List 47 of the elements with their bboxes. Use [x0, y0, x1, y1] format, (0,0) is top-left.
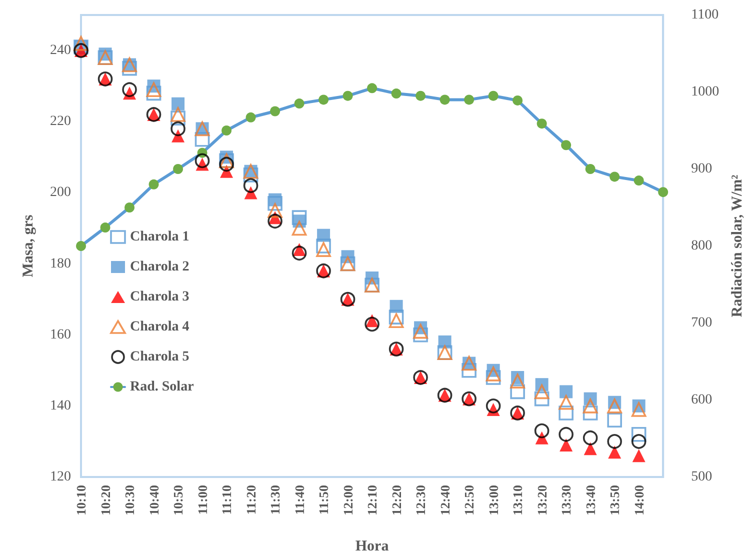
x-tick-label: 13:30 [558, 485, 574, 516]
x-tick-label: 13:50 [607, 485, 622, 516]
y2-tick-label: 700 [691, 316, 712, 330]
x-tick-label: 12:40 [437, 485, 452, 516]
y-tick-label: 180 [50, 256, 71, 272]
y2-tick-label: 800 [691, 238, 712, 254]
x-tick-label: 12:50 [462, 485, 477, 516]
x-tick-label: 12:30 [413, 485, 428, 516]
y-tick-label: 160 [50, 327, 71, 342]
y-tick-label: 240 [50, 43, 71, 58]
x-tick-label: 13:10 [510, 485, 526, 516]
x-tick-label: 11:00 [194, 485, 210, 515]
y2-tick-label: 1100 [691, 8, 719, 22]
x-axis-title: Hora [355, 538, 390, 554]
x-tick-label: 11:20 [243, 485, 258, 515]
y2-axis-title: Radiación solar, W/m² [730, 174, 746, 318]
x-tick-label: 12:10 [364, 485, 380, 516]
x-tick-label: 13:40 [582, 485, 598, 516]
y-axis-title: Masa, grs [20, 214, 36, 278]
x-tick-label: 10:40 [146, 485, 162, 516]
x-tick-label: 13:00 [486, 485, 501, 516]
legend-label: Rad. Solar [130, 380, 194, 394]
legend-label: Charola 5 [130, 350, 190, 364]
legend-label: Charola 4 [130, 320, 190, 334]
y2-tick-label: 600 [691, 392, 712, 408]
y-tick-label: 200 [50, 185, 71, 200]
x-tick-label: 10:50 [170, 485, 186, 516]
x-tick-label: 11:30 [268, 485, 283, 515]
legend-label: Charola 3 [130, 290, 190, 304]
y2-tick-label: 500 [691, 470, 712, 484]
y-tick-label: 220 [50, 114, 71, 130]
x-tick-label: 11:40 [292, 485, 307, 515]
x-tick-label: 11:10 [219, 485, 234, 515]
legend-label: Charola 2 [130, 260, 190, 274]
x-tick-label: 11:50 [316, 485, 332, 515]
x-tick-label: 14:00 [631, 485, 646, 516]
x-tick-label: 12:00 [340, 485, 356, 516]
x-tick-label: 10:20 [98, 485, 113, 516]
y2-tick-label: 900 [691, 162, 712, 176]
y2-tick-label: 1000 [691, 84, 720, 100]
x-tick-label: 10:10 [74, 485, 88, 516]
x-tick-label: 13:20 [534, 485, 550, 516]
legend-label: Charola 1 [130, 230, 190, 244]
x-tick-label: 12:20 [388, 485, 404, 516]
y-tick-label: 140 [50, 398, 71, 414]
y-tick-label: 120 [50, 470, 71, 484]
x-tick-label: 10:30 [122, 485, 138, 516]
